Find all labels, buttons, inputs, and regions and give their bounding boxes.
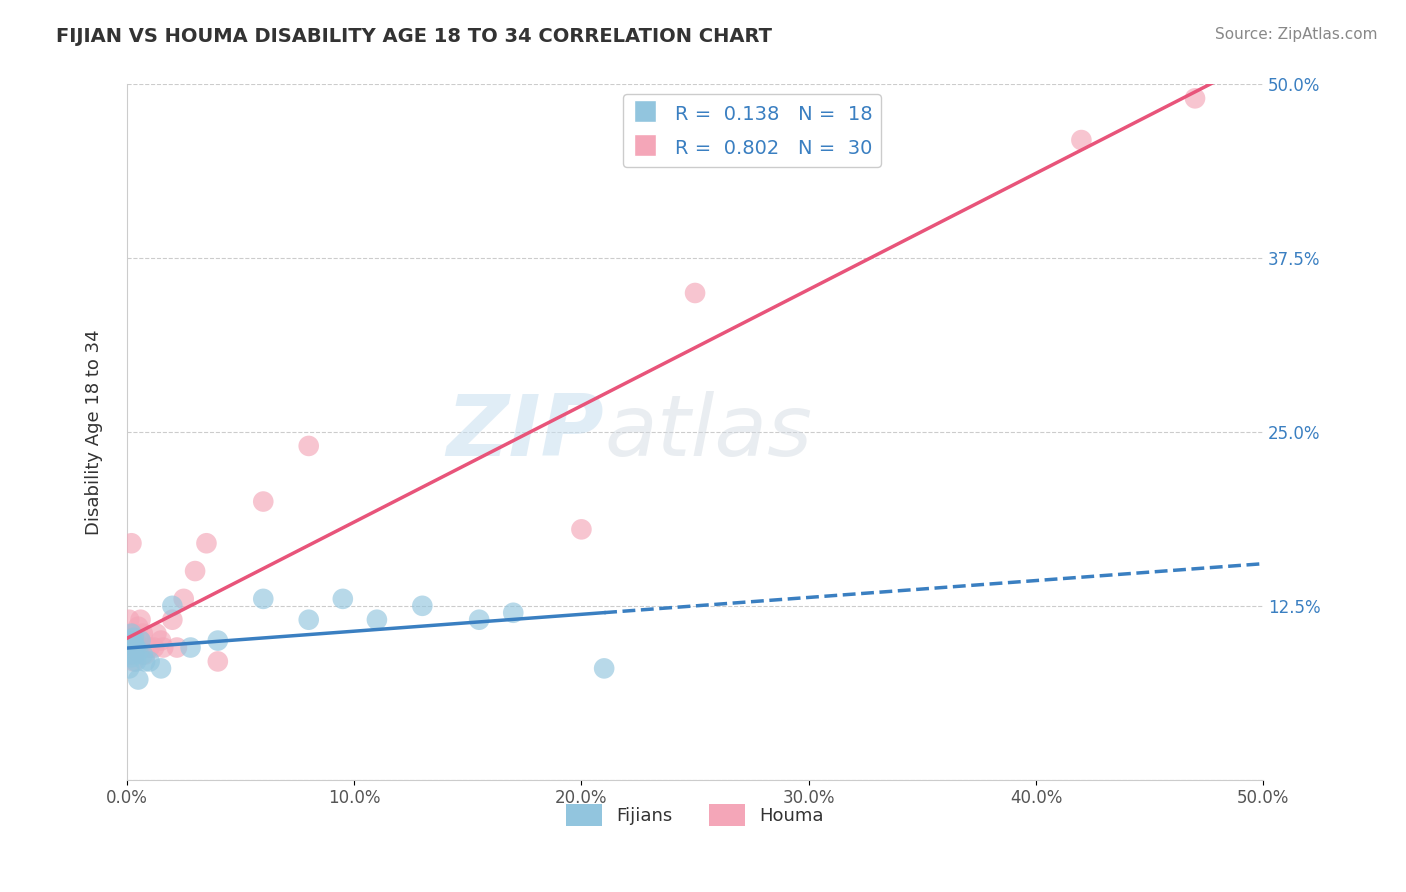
Point bbox=[207, 655, 229, 669]
Point bbox=[138, 640, 160, 655]
Point bbox=[593, 661, 616, 675]
Point bbox=[173, 591, 195, 606]
Point bbox=[298, 613, 321, 627]
Point bbox=[571, 522, 593, 536]
Legend: Fijians, Houma: Fijians, Houma bbox=[558, 797, 831, 833]
Point bbox=[138, 655, 160, 669]
Point bbox=[120, 640, 142, 655]
Point bbox=[127, 640, 149, 655]
Point bbox=[1070, 133, 1092, 147]
Point bbox=[468, 613, 491, 627]
Point bbox=[252, 591, 274, 606]
Point bbox=[252, 494, 274, 508]
Text: ZIP: ZIP bbox=[447, 391, 605, 474]
Point bbox=[132, 648, 155, 662]
Point bbox=[150, 633, 173, 648]
Point bbox=[129, 633, 152, 648]
Point bbox=[118, 633, 141, 648]
Point bbox=[143, 640, 166, 655]
Point bbox=[195, 536, 218, 550]
Point bbox=[184, 564, 207, 578]
Point bbox=[118, 640, 141, 655]
Point bbox=[125, 633, 148, 648]
Point bbox=[122, 655, 145, 669]
Point bbox=[502, 606, 524, 620]
Text: Source: ZipAtlas.com: Source: ZipAtlas.com bbox=[1215, 27, 1378, 42]
Point bbox=[122, 648, 145, 662]
Point bbox=[134, 648, 156, 662]
Point bbox=[127, 620, 149, 634]
Point bbox=[152, 640, 174, 655]
Point bbox=[207, 633, 229, 648]
Point bbox=[127, 673, 149, 687]
Text: FIJIAN VS HOUMA DISABILITY AGE 18 TO 34 CORRELATION CHART: FIJIAN VS HOUMA DISABILITY AGE 18 TO 34 … bbox=[56, 27, 772, 45]
Point bbox=[166, 640, 188, 655]
Point bbox=[180, 640, 202, 655]
Point bbox=[125, 655, 148, 669]
Point bbox=[150, 661, 173, 675]
Point bbox=[145, 626, 167, 640]
Y-axis label: Disability Age 18 to 34: Disability Age 18 to 34 bbox=[86, 329, 103, 535]
Point bbox=[366, 613, 388, 627]
Point bbox=[134, 655, 156, 669]
Point bbox=[118, 648, 141, 662]
Text: atlas: atlas bbox=[605, 391, 813, 474]
Point bbox=[120, 650, 142, 665]
Point bbox=[298, 439, 321, 453]
Point bbox=[129, 613, 152, 627]
Point bbox=[125, 640, 148, 655]
Point bbox=[683, 285, 706, 300]
Point bbox=[120, 536, 142, 550]
Point bbox=[162, 613, 184, 627]
Point bbox=[127, 645, 149, 659]
Point bbox=[132, 626, 155, 640]
Point bbox=[118, 661, 141, 675]
Point bbox=[162, 599, 184, 613]
Point bbox=[1184, 91, 1206, 105]
Point bbox=[122, 631, 145, 645]
Point bbox=[122, 636, 145, 650]
Point bbox=[332, 591, 354, 606]
Point bbox=[120, 626, 142, 640]
Point bbox=[122, 626, 145, 640]
Point bbox=[411, 599, 433, 613]
Point bbox=[118, 613, 141, 627]
Point bbox=[129, 633, 152, 648]
